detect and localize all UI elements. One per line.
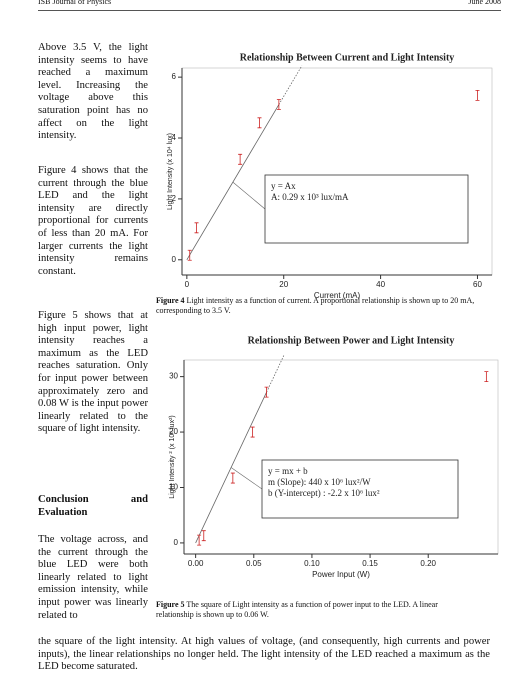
- x-tick-label: 60: [473, 280, 482, 289]
- paragraph: the square of the light intensity. At hi…: [38, 636, 490, 673]
- caption-text: Light intensity as a function of current…: [156, 296, 475, 315]
- x-tick-label: 0.00: [188, 559, 204, 568]
- date: June 2008: [468, 0, 501, 6]
- data-point: [264, 386, 269, 398]
- data-point: [230, 472, 235, 484]
- annotation-text: m (Slope): 440 x 10⁶ lux²/W: [268, 477, 371, 487]
- x-axis-label: Current (mA): [314, 291, 361, 300]
- data-point: [201, 530, 206, 542]
- x-tick-label: 0.20: [420, 559, 436, 568]
- y-axis-label: Light Intensity ² (x 10⁸ lux²): [169, 415, 176, 498]
- x-tick-label: 0: [185, 280, 190, 289]
- caption-label: Figure 4: [156, 296, 185, 305]
- data-point: [276, 99, 281, 110]
- x-tick-label: 0.05: [246, 559, 262, 568]
- caption-text: The square of Light intensity as a funct…: [156, 600, 438, 619]
- annotation-text: y = Ax: [271, 181, 296, 191]
- annotation-text: y = mx + b: [268, 466, 308, 476]
- data-point: [194, 222, 199, 234]
- annotation-leader: [232, 181, 266, 210]
- caption-label: Figure 5: [156, 600, 185, 609]
- heading: Conclusion and Evaluation: [38, 494, 148, 518]
- fit-extension: [278, 65, 303, 105]
- y-tick-label: 6: [172, 72, 177, 81]
- paragraph: The voltage across, and the current thro…: [38, 534, 148, 621]
- annotation-text: b (Y-intercept) : -2.2 x 10⁶ lux²: [268, 488, 380, 498]
- data-point: [250, 426, 255, 438]
- caption: Figure 5 The square of Light intensity a…: [156, 600, 476, 620]
- annotation-box: [264, 174, 469, 244]
- y-axis-label: Light Intensity (x 10⁴ lux): [167, 133, 174, 210]
- chart-title: Relationship Between Current and Light I…: [240, 52, 455, 63]
- x-tick-label: 40: [376, 280, 385, 289]
- data-point: [187, 249, 192, 261]
- header-rule: [38, 10, 501, 11]
- caption: Figure 4 Light intensity as a function o…: [156, 296, 476, 316]
- y-tick-label: 10: [169, 483, 178, 492]
- plot-frame: [183, 359, 499, 555]
- annotation-text: A: 0.29 x 10³ lux/mA: [271, 192, 349, 202]
- data-point: [475, 89, 480, 101]
- y-tick-label: 2: [172, 194, 177, 203]
- x-axis-label: Power Input (W): [312, 570, 370, 579]
- paragraph: Figure 4 shows that the current through …: [38, 165, 148, 277]
- y-tick-label: 0: [174, 538, 179, 547]
- annotation-leader: [230, 467, 263, 490]
- y-tick-label: 0: [172, 255, 177, 264]
- data-point: [484, 371, 489, 383]
- paragraph: Above 3.5 V, the light intensity seems t…: [38, 42, 148, 142]
- x-tick-label: 20: [279, 280, 288, 289]
- journal: ISB Journal of Physics: [38, 0, 112, 6]
- data-point: [257, 117, 262, 129]
- y-tick-label: 30: [169, 372, 178, 381]
- data-point: [197, 534, 202, 546]
- y-tick-label: 4: [172, 133, 177, 142]
- x-tick-label: 0.15: [362, 559, 378, 568]
- paragraph: Figure 5 shows that at high input power,…: [38, 310, 148, 435]
- fit-extension: [266, 354, 285, 393]
- annotation-box: [261, 459, 459, 519]
- y-tick-label: 20: [169, 427, 178, 436]
- x-tick-label: 0.10: [304, 559, 320, 568]
- chart-title: Relationship Between Power and Light Int…: [248, 335, 455, 346]
- data-point: [238, 153, 243, 165]
- plot-frame: [181, 67, 493, 276]
